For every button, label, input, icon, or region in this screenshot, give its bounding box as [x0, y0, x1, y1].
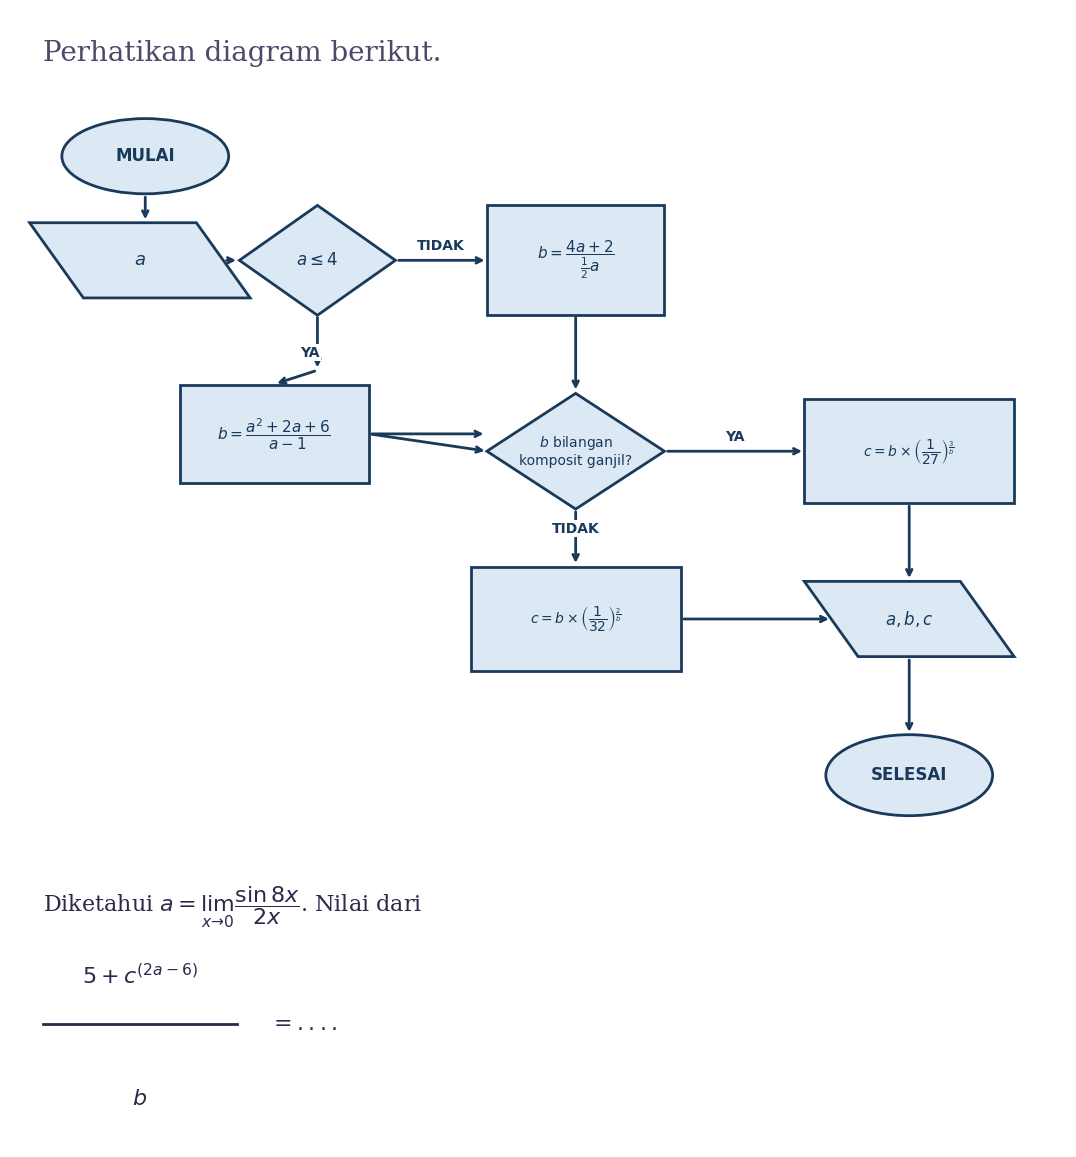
Text: TIDAK: TIDAK	[552, 522, 599, 536]
FancyBboxPatch shape	[471, 567, 681, 671]
Text: $= ....$: $= ....$	[269, 1012, 337, 1036]
Polygon shape	[30, 222, 250, 297]
FancyBboxPatch shape	[181, 384, 368, 484]
FancyBboxPatch shape	[804, 399, 1014, 503]
Polygon shape	[486, 393, 665, 509]
Text: Perhatikan diagram berikut.: Perhatikan diagram berikut.	[43, 40, 441, 67]
Polygon shape	[239, 205, 396, 315]
Text: TIDAK: TIDAK	[417, 239, 465, 253]
Text: $a \leq 4$: $a \leq 4$	[296, 251, 339, 270]
Text: YA: YA	[725, 430, 745, 444]
Text: SELESAI: SELESAI	[872, 766, 947, 784]
Text: a: a	[134, 251, 145, 270]
Text: $c = b \times \left(\dfrac{1}{32}\right)^{\frac{2}{b}}$: $c = b \times \left(\dfrac{1}{32}\right)…	[529, 604, 622, 634]
Text: YA: YA	[300, 346, 320, 360]
Text: MULAI: MULAI	[115, 147, 175, 165]
Text: $a, b, c$: $a, b, c$	[884, 609, 934, 629]
Text: $c = b \times \left(\dfrac{1}{27}\right)^{\frac{3}{b}}$: $c = b \times \left(\dfrac{1}{27}\right)…	[863, 436, 955, 466]
Ellipse shape	[62, 118, 229, 193]
Text: $b = \dfrac{a^2 + 2a + 6}{a - 1}$: $b = \dfrac{a^2 + 2a + 6}{a - 1}$	[217, 417, 331, 451]
Polygon shape	[804, 581, 1014, 657]
Text: $5 + c^{(2a-6)}$: $5 + c^{(2a-6)}$	[82, 964, 198, 989]
Text: Diketahui $a = \lim_{x \to 0} \dfrac{\sin 8x}{2x}$. Nilai dari: Diketahui $a = \lim_{x \to 0} \dfrac{\si…	[43, 885, 422, 930]
Text: $b$: $b$	[132, 1088, 147, 1110]
Text: $b = \dfrac{4a + 2}{\frac{1}{2}a}$: $b = \dfrac{4a + 2}{\frac{1}{2}a}$	[537, 239, 614, 281]
FancyBboxPatch shape	[486, 205, 665, 315]
Text: $b$ bilangan
komposit ganjil?: $b$ bilangan komposit ganjil?	[519, 434, 633, 469]
Ellipse shape	[826, 735, 993, 816]
